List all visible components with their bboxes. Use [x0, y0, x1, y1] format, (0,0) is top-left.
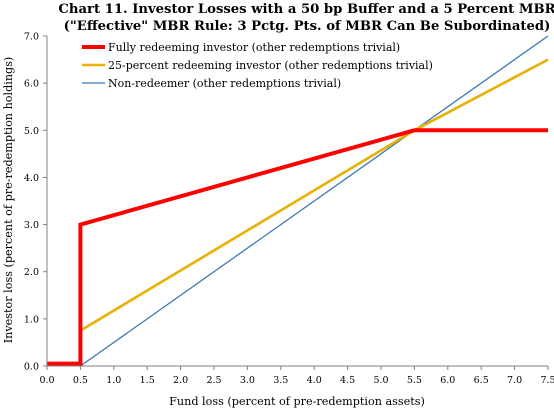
x-tick-label: 7.5 [540, 375, 554, 386]
y-tick-label: 3.0 [24, 220, 39, 231]
legend-label-1: Fully redeeming investor (other redempti… [108, 41, 400, 54]
legend: Fully redeeming investor (other redempti… [82, 41, 433, 90]
axes [43, 35, 549, 370]
x-tick-label: 7.0 [507, 375, 522, 386]
x-tick-label: 3.5 [273, 375, 288, 386]
x-tick-label: 1.0 [106, 375, 121, 386]
tick-labels: 0.0 0.5 1.0 1.5 2.0 2.5 3.0 3.5 4.0 4.5 5.0 5.5 6.0 6… [24, 32, 554, 387]
legend-label-3: Non-redeemer (other redemptions trivial) [108, 77, 341, 90]
x-tick-label: 6.0 [440, 375, 455, 386]
y-tick-label: 4.0 [24, 173, 39, 184]
chart-title: Chart 11. Investor Losses with a 50 bp B… [58, 2, 554, 17]
x-tick-label: 0.5 [73, 375, 88, 386]
y-tick-label: 2.0 [24, 267, 39, 278]
x-tick-label: 6.5 [474, 375, 489, 386]
x-axis-title: Fund loss (percent of pre-redemption ass… [169, 395, 425, 408]
y-tick-label: 0.0 [24, 362, 39, 373]
series-line-1 [47, 128, 548, 366]
x-tick-label: 4.0 [307, 375, 322, 386]
x-tick-label: 2.0 [173, 375, 188, 386]
chart-subtitle: ("Effective" MBR Rule: 3 Pctg. Pts. of M… [64, 19, 551, 34]
series-line-3 [80, 35, 549, 367]
x-tick-label: 2.5 [206, 375, 221, 386]
x-tick-label: 0.0 [39, 375, 54, 386]
legend-label-2: 25-percent redeeming investor (other red… [108, 59, 433, 72]
y-tick-label: 1.0 [24, 314, 39, 325]
x-tick-label: 3.0 [240, 375, 255, 386]
y-tick-label: 5.0 [24, 126, 39, 137]
x-tick-label: 5.0 [373, 375, 388, 386]
y-tick-label: 7.0 [24, 32, 39, 43]
x-tick-label: 5.5 [407, 375, 422, 386]
x-tick-label: 1.5 [140, 375, 155, 386]
series-layer [47, 35, 549, 367]
y-tick-label: 6.0 [24, 79, 39, 90]
x-tick-label: 4.5 [340, 375, 355, 386]
y-axis-title: Investor loss (percent of pre-redemption… [2, 57, 15, 344]
